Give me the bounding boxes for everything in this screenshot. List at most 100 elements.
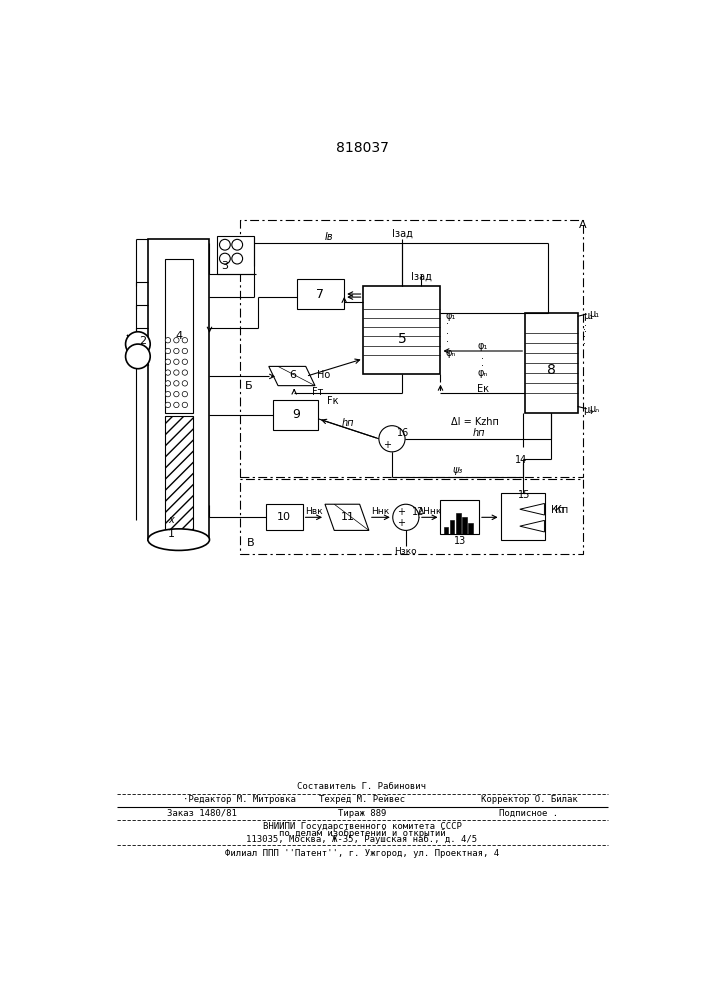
Text: hп: hп	[342, 418, 354, 428]
Circle shape	[126, 344, 150, 369]
Circle shape	[165, 391, 170, 397]
Text: ·: ·	[585, 315, 588, 325]
Text: Fт: Fт	[312, 387, 324, 397]
Polygon shape	[325, 504, 369, 530]
Circle shape	[393, 504, 419, 530]
Text: φₙ: φₙ	[478, 368, 488, 378]
Circle shape	[174, 381, 179, 386]
Text: μ₁: μ₁	[589, 309, 600, 319]
Text: Составитель Г. Рабинович: Составитель Г. Рабинович	[298, 782, 426, 791]
Text: ΔНнк: ΔНнк	[418, 507, 442, 516]
Circle shape	[174, 338, 179, 343]
Text: 1: 1	[168, 529, 175, 539]
Text: μ₁: μ₁	[583, 311, 593, 321]
Text: 15: 15	[518, 490, 531, 500]
Text: ·: ·	[481, 361, 484, 371]
Bar	[443, 527, 448, 534]
Text: Кп: Кп	[555, 505, 568, 515]
Circle shape	[182, 348, 187, 354]
Circle shape	[182, 391, 187, 397]
Bar	[165, 259, 192, 413]
Text: 7: 7	[316, 288, 325, 301]
Bar	[456, 513, 460, 534]
Text: ·: ·	[446, 319, 449, 329]
Text: ·: ·	[446, 338, 449, 348]
Text: φ₁: φ₁	[446, 311, 456, 321]
Text: x: x	[168, 515, 174, 525]
Text: 2: 2	[139, 336, 146, 346]
Circle shape	[165, 359, 170, 364]
Text: Филиал ППП ''Патент'', г. Ужгород, ул. Проектная, 4: Филиал ППП ''Патент'', г. Ужгород, ул. П…	[225, 849, 499, 858]
Text: 6: 6	[289, 370, 296, 380]
Text: Кп: Кп	[551, 505, 564, 515]
Text: ·: ·	[583, 325, 586, 335]
Text: Нзко: Нзко	[395, 547, 417, 556]
Circle shape	[182, 359, 187, 364]
Text: 113035, Москва, Ж-35, Раушская наб., д. 4/5: 113035, Москва, Ж-35, Раушская наб., д. …	[247, 835, 477, 844]
Text: Eк: Eк	[477, 384, 489, 394]
Bar	[240, 479, 583, 554]
Circle shape	[165, 402, 170, 408]
Circle shape	[174, 402, 179, 408]
Bar	[462, 517, 467, 534]
Text: Iзад: Iзад	[411, 271, 432, 281]
Text: Корректор О. Билак: Корректор О. Билак	[481, 795, 578, 804]
Circle shape	[232, 239, 243, 250]
Text: B: B	[247, 538, 255, 548]
Circle shape	[232, 253, 243, 264]
Bar	[296, 279, 344, 309]
Circle shape	[126, 332, 150, 356]
Circle shape	[219, 253, 230, 264]
Text: μₙ: μₙ	[589, 404, 600, 414]
Text: 4: 4	[175, 331, 182, 341]
Text: +: +	[383, 440, 392, 450]
Text: ·: ·	[583, 339, 586, 349]
Bar	[363, 286, 440, 374]
Bar	[266, 504, 303, 530]
Text: Fк: Fк	[327, 396, 339, 406]
Circle shape	[165, 348, 170, 354]
Text: 11: 11	[341, 512, 355, 522]
Text: Техред М. Рейвес: Техред М. Рейвес	[319, 795, 405, 804]
Bar	[501, 493, 545, 540]
Text: +: +	[397, 507, 405, 517]
Bar	[217, 235, 254, 274]
Bar	[440, 500, 479, 534]
Text: μₙ: μₙ	[583, 405, 593, 415]
Text: ·: ·	[585, 328, 588, 338]
Text: 16: 16	[397, 428, 409, 438]
Bar	[274, 400, 318, 430]
Text: ΔI = Kzhп: ΔI = Kzhп	[451, 417, 499, 427]
Circle shape	[182, 370, 187, 375]
Ellipse shape	[148, 529, 209, 550]
Text: 12: 12	[412, 507, 424, 517]
Text: A: A	[579, 220, 587, 230]
Circle shape	[165, 381, 170, 386]
Text: Ннк: Ннк	[371, 507, 390, 516]
Text: Но: Но	[317, 370, 329, 380]
Text: ·: ·	[481, 354, 484, 364]
Text: 14: 14	[515, 455, 527, 465]
Text: φ₁: φ₁	[478, 341, 488, 351]
Text: hп: hп	[473, 428, 485, 438]
Bar	[525, 312, 578, 413]
Circle shape	[174, 391, 179, 397]
Text: по делам изобретений и открытий: по делам изобретений и открытий	[279, 828, 445, 838]
Circle shape	[219, 239, 230, 250]
Text: ВНИИПИ Государственного комитета СССР: ВНИИПИ Государственного комитета СССР	[262, 822, 462, 831]
Text: Тираж 889: Тираж 889	[338, 808, 386, 818]
Polygon shape	[269, 366, 315, 386]
Text: ·: ·	[583, 332, 586, 342]
Text: Б: Б	[245, 381, 252, 391]
Bar	[240, 220, 583, 477]
Text: Iв: Iв	[325, 232, 333, 242]
Text: Нвк: Нвк	[305, 507, 323, 516]
Circle shape	[165, 338, 170, 343]
Polygon shape	[520, 520, 544, 532]
Text: Iзад: Iзад	[392, 229, 412, 239]
Text: 9: 9	[292, 408, 300, 421]
Bar	[148, 239, 209, 540]
Circle shape	[182, 338, 187, 343]
Circle shape	[182, 402, 187, 408]
Text: 10: 10	[277, 512, 291, 522]
